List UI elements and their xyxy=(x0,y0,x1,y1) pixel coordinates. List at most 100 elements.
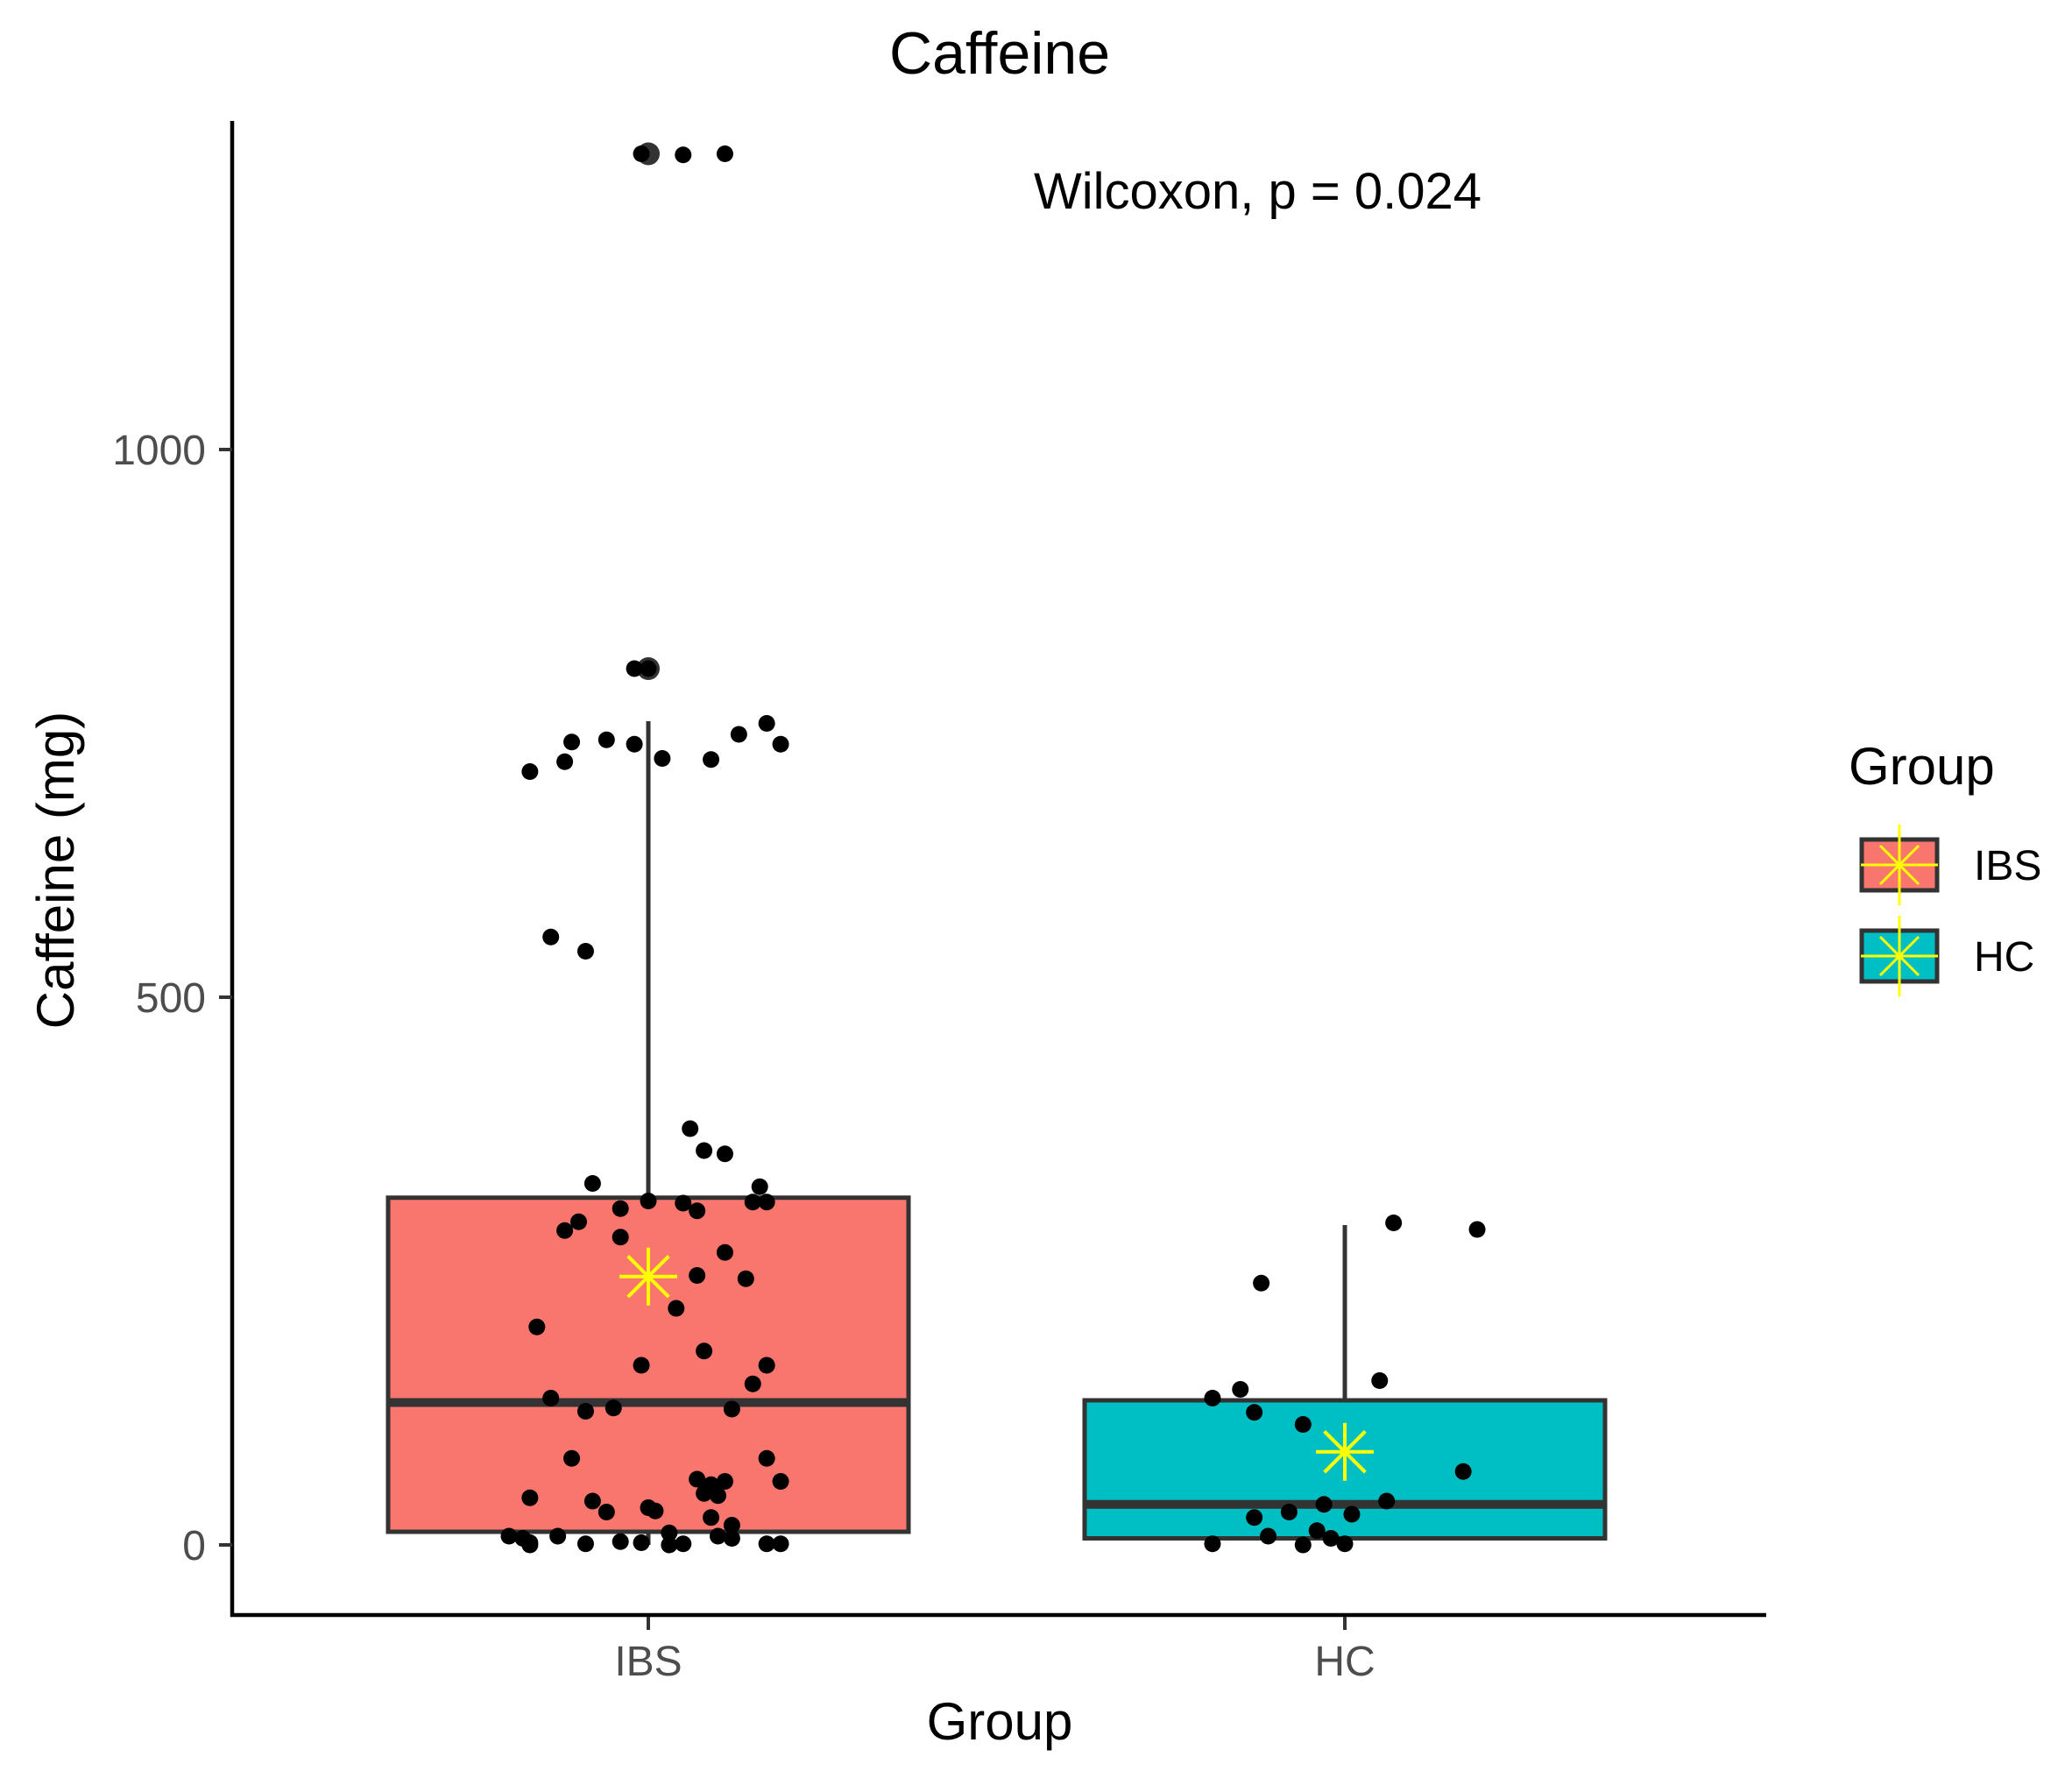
hc-data-point xyxy=(1294,1416,1312,1433)
ibs-data-point xyxy=(675,146,692,164)
ibs-data-point xyxy=(570,1213,587,1230)
ibs-data-point xyxy=(703,751,720,769)
legend-label-hc: HC xyxy=(1974,934,2034,981)
x-axis-title: Group xyxy=(927,1692,1073,1751)
ibs-data-point xyxy=(583,1492,601,1510)
ibs-data-point xyxy=(730,726,747,743)
hc-data-point xyxy=(1322,1530,1340,1547)
legend-mean-diagonal xyxy=(1878,935,1920,977)
hc-data-point xyxy=(1371,1372,1389,1389)
hc-data-point xyxy=(1280,1504,1298,1520)
ibs-data-point xyxy=(758,715,775,732)
ibs-data-point xyxy=(576,943,594,960)
x-axis-ticks: IBS HC xyxy=(614,1617,1375,1685)
hc-data-point xyxy=(1232,1381,1249,1398)
legend-title: Group xyxy=(1849,737,1995,796)
ibs-data-point xyxy=(723,1530,740,1547)
y-tick-label: 0 xyxy=(182,1523,206,1569)
ibs-data-point xyxy=(521,1489,539,1506)
hc-data-point xyxy=(1294,1536,1312,1554)
ibs-data-point xyxy=(682,1120,699,1137)
ibs-data-point xyxy=(633,145,650,162)
legend-mean-diagonal xyxy=(1878,844,1920,886)
hc-data-point xyxy=(1246,1404,1263,1421)
ibs-data-point xyxy=(563,733,581,751)
x-tick-label: HC xyxy=(1314,1639,1375,1685)
ibs-data-point xyxy=(612,1533,629,1550)
ibs-data-point xyxy=(716,1243,733,1261)
ibs-data-point xyxy=(737,1270,754,1287)
ibs-data-point xyxy=(675,1194,692,1212)
ibs-mean-marker xyxy=(619,1247,677,1306)
hc-data-point xyxy=(1343,1505,1361,1523)
wilcoxon-annotation: Wilcoxon, p = 0.024 xyxy=(1034,163,1482,220)
ibs-data-point xyxy=(758,1194,775,1211)
ibs-data-point xyxy=(772,735,789,753)
ibs-data-point xyxy=(758,1449,775,1467)
mean-markers xyxy=(619,1247,1374,1481)
ibs-data-point xyxy=(696,1342,713,1360)
ibs-data-point xyxy=(661,1524,678,1541)
ibs-data-point xyxy=(744,1375,761,1392)
y-axis-ticks: 0 500 1000 xyxy=(112,428,232,1569)
ibs-data-point xyxy=(640,660,657,677)
ibs-data-point xyxy=(723,1517,740,1534)
ibs-data-point xyxy=(696,1142,713,1159)
ibs-data-point xyxy=(633,1534,650,1551)
ibs-data-point xyxy=(576,1535,594,1553)
ibs-data-point xyxy=(758,1357,775,1374)
legend: Group IBS HC xyxy=(1849,737,2041,996)
ibs-data-point xyxy=(633,1357,650,1374)
ibs-data-point xyxy=(583,1175,601,1192)
ibs-data-point xyxy=(598,731,615,748)
ibs-data-point xyxy=(744,1194,761,1211)
ibs-data-point xyxy=(542,1390,560,1406)
ibs-data-point xyxy=(563,1449,581,1467)
ibs-data-point xyxy=(710,1527,726,1545)
legend-label-ibs: IBS xyxy=(1974,843,2041,889)
ibs-data-point xyxy=(647,1502,664,1520)
ibs-data-point xyxy=(758,1535,775,1553)
hc-data-point xyxy=(1468,1221,1486,1238)
ibs-data-point xyxy=(626,660,643,677)
ibs-data-point xyxy=(640,1193,657,1209)
ibs-data-point xyxy=(689,1267,706,1284)
y-tick-label: 500 xyxy=(136,975,206,1022)
ibs-data-point xyxy=(556,1222,574,1239)
hc-data-point xyxy=(1260,1527,1277,1545)
ibs-data-point xyxy=(716,1473,733,1490)
hc-data-point xyxy=(1378,1492,1396,1510)
ibs-data-point xyxy=(605,1399,622,1417)
ibs-data-point xyxy=(528,1318,546,1335)
ibs-mean-marker-stroke xyxy=(626,1255,670,1299)
ibs-data-point xyxy=(598,1504,615,1520)
boxes xyxy=(385,142,1608,1545)
hc-data-point xyxy=(1253,1274,1270,1292)
ibs-data-point xyxy=(521,1536,539,1554)
ibs-data-point xyxy=(612,1200,629,1217)
plot-area xyxy=(385,142,1608,1554)
ibs-data-point xyxy=(772,1473,789,1490)
hc-data-point xyxy=(1385,1215,1403,1231)
ibs-data-point xyxy=(675,1535,692,1553)
ibs-data-point xyxy=(500,1527,518,1545)
ibs-data-point xyxy=(626,735,643,753)
hc-data-point xyxy=(1246,1509,1263,1527)
x-tick-label: IBS xyxy=(614,1639,682,1685)
ibs-data-point xyxy=(668,1300,685,1317)
ibs-data-point xyxy=(689,1470,706,1488)
chart-title: Caffeine xyxy=(889,20,1110,87)
hc-data-point xyxy=(1336,1535,1354,1553)
hc-mean-marker xyxy=(1316,1422,1374,1481)
hc-data-point xyxy=(1204,1390,1221,1406)
ibs-data-point xyxy=(710,1487,726,1505)
y-axis-title: Caffeine (mg) xyxy=(26,712,85,1029)
ibs-data-point xyxy=(772,1535,789,1553)
ibs-data-point xyxy=(751,1178,768,1195)
hc-data-point xyxy=(1308,1522,1326,1540)
hc-mean-marker-stroke xyxy=(1323,1430,1367,1474)
ibs-data-point xyxy=(521,763,539,780)
ibs-data-point xyxy=(556,753,574,770)
ibs-data-point xyxy=(723,1400,740,1418)
